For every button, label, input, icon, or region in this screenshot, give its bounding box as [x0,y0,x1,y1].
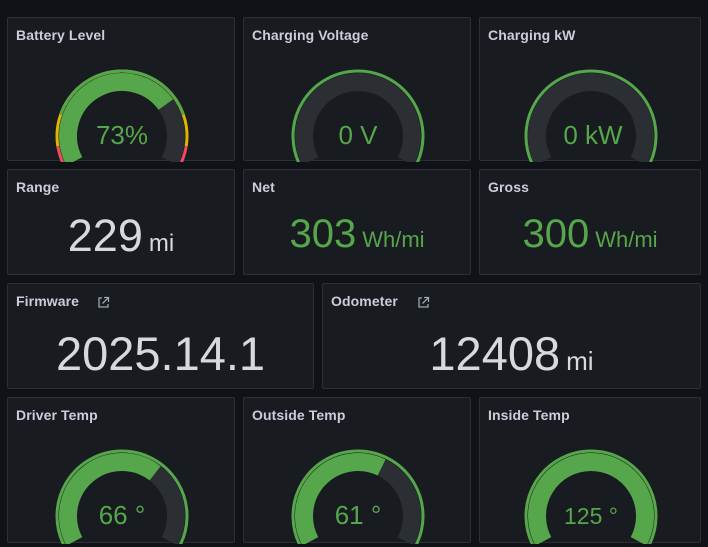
charging-voltage-gauge: 0 V [291,69,425,162]
panel-title: Range [16,179,60,195]
inside-temp-panel[interactable]: Inside Temp 125 ° [479,397,701,544]
gauge-fill [59,73,174,162]
gauge-track [528,73,654,162]
panel-title: Charging kW [488,27,576,43]
gauge-value: 0 V [338,120,378,150]
battery-gauge: 73% [55,69,189,162]
panel-title: Outside Temp [252,407,346,423]
net-unit: Wh/mi [362,227,425,252]
gauge-threshold-red-right [179,146,188,162]
panel-title: Charging Voltage [252,27,369,43]
gauge-value: 73% [96,120,148,150]
net-value: 303 [289,212,357,256]
range-value: 229 [67,210,143,261]
gross-panel[interactable]: Gross 300 Wh/mi [479,169,701,275]
external-link-icon[interactable] [417,296,430,309]
panel-title: Inside Temp [488,407,570,423]
gauge-fill [295,453,386,544]
stat-value: 229 mi [8,210,234,262]
outside-temp-gauge: 61 ° [291,449,425,544]
driver-temp-gauge: 66 ° [55,449,189,544]
gauge-value: 0 kW [563,120,623,150]
panel-title: Battery Level [16,27,106,43]
external-link-icon[interactable] [97,296,110,309]
gauge-track [295,73,421,162]
gauge-threshold-green [59,69,185,116]
gauge-threshold-outer [524,69,658,162]
gauge-threshold-outer [55,449,189,544]
gross-unit: Wh/mi [595,227,658,252]
panel-title: Gross [488,179,529,195]
panel-title: Firmware [16,293,80,309]
panel-title: Net [252,179,275,195]
gauge-fill [59,453,161,544]
odometer-panel[interactable]: Odometer 12408 mi [322,283,701,389]
odometer-unit: mi [566,346,594,376]
stat-value: 12408 mi [323,326,700,381]
gauge-fill [528,453,654,544]
range-panel[interactable]: Range 229 mi [7,169,235,275]
charging-kw-panel[interactable]: Charging kW 0 kW [479,17,701,162]
charging-kw-gauge: 0 kW [524,69,658,162]
gross-value: 300 [522,212,590,256]
gauge-value: 125 ° [564,503,618,529]
gauge-threshold-outer [524,449,658,544]
driver-temp-panel[interactable]: Driver Temp 66 ° [7,397,235,544]
stat-value: 2025.14.1 [8,326,313,381]
panel-title: Driver Temp [16,407,98,423]
panel-title: Odometer [331,293,398,309]
gauge-value: 66 ° [99,500,146,530]
odometer-value: 12408 [429,327,561,380]
stat-value: 303 Wh/mi [244,212,470,257]
gauge-threshold-outer [291,69,425,162]
gauge-value: 61 ° [335,500,382,530]
gauge-threshold-red-left [56,146,65,162]
range-unit: mi [148,230,175,257]
firmware-value: 2025.14.1 [55,327,266,380]
outside-temp-panel[interactable]: Outside Temp 61 ° [243,397,471,544]
stat-value: 300 Wh/mi [480,212,700,257]
inside-temp-gauge: 125 ° [524,449,658,544]
battery-level-panel[interactable]: Battery Level 73% [7,17,235,162]
net-panel[interactable]: Net 303 Wh/mi [243,169,471,275]
firmware-panel[interactable]: Firmware 2025.14.1 [7,283,314,389]
gauge-threshold-outer [291,449,425,544]
charging-voltage-panel[interactable]: Charging Voltage 0 V [243,17,471,162]
